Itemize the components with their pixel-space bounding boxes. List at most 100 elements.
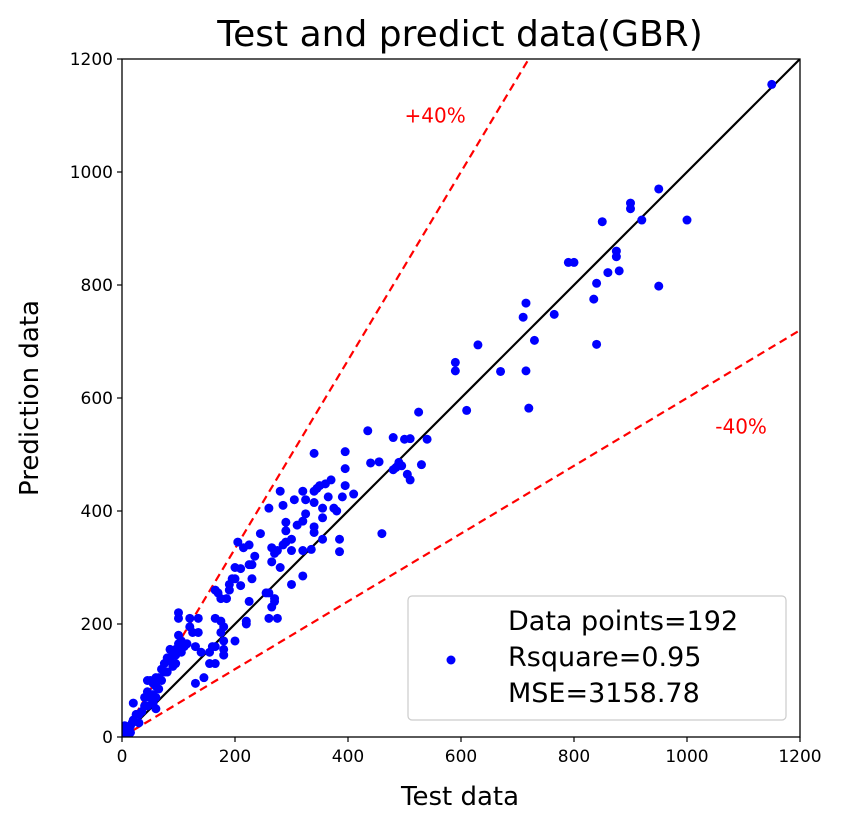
data-point [614, 266, 624, 276]
data-point [592, 339, 602, 349]
data-point [230, 636, 240, 646]
data-point [318, 503, 328, 513]
data-point [278, 540, 288, 550]
data-point [219, 636, 229, 646]
data-point [140, 692, 150, 702]
y-tick-label: 0 [102, 728, 113, 748]
data-point [174, 613, 183, 623]
data-point [377, 529, 387, 539]
legend-line-rsquare: Rsquare=0.95 [508, 642, 701, 673]
data-point [309, 527, 319, 537]
data-point [309, 486, 319, 496]
data-point [281, 526, 291, 536]
data-point [518, 312, 528, 322]
x-tick-label: 800 [558, 747, 590, 767]
data-point [349, 489, 359, 499]
data-point [337, 492, 347, 502]
data-point [287, 546, 296, 556]
data-point [496, 366, 506, 376]
data-point [301, 495, 311, 505]
chart-title: Test and predict data(GBR) [216, 14, 703, 55]
data-point [318, 534, 328, 544]
data-point [185, 622, 195, 632]
y-axis-ticks: 0 200 400 600 800 1000 1200 [70, 50, 122, 748]
data-point [374, 457, 384, 467]
y-tick-label: 1000 [70, 163, 113, 183]
data-point [238, 543, 248, 553]
data-point [309, 448, 319, 458]
data-point [278, 500, 288, 510]
data-point [196, 647, 206, 657]
lower-40-line [122, 329, 800, 737]
data-point [521, 366, 531, 376]
x-axis-ticks: 0 200 400 600 800 1000 1200 [117, 737, 822, 767]
data-point [597, 217, 607, 227]
data-point [250, 551, 260, 561]
data-point [267, 543, 277, 553]
data-point [603, 268, 613, 278]
data-point [335, 534, 345, 544]
data-point [335, 547, 345, 557]
data-point [219, 650, 229, 660]
data-point [626, 204, 635, 214]
y-tick-label: 600 [81, 389, 113, 409]
data-point [589, 294, 599, 304]
data-point [233, 537, 243, 547]
legend-marker [446, 655, 456, 665]
data-point [524, 403, 534, 413]
data-point [654, 281, 664, 291]
data-point [281, 517, 291, 527]
annotation-plus-40: +40% [405, 104, 466, 128]
legend-line-mse: MSE=3158.78 [508, 678, 700, 709]
x-axis-label: Test data [400, 782, 519, 812]
data-point [157, 664, 167, 674]
identity-line [122, 59, 800, 737]
data-point [272, 613, 282, 623]
plot-area: +40% -40% [121, 58, 801, 738]
data-point [124, 730, 134, 737]
x-tick-label: 400 [332, 747, 364, 767]
data-point [298, 571, 308, 581]
data-point [244, 560, 254, 570]
data-point [318, 513, 328, 523]
data-point [462, 405, 472, 415]
data-point [422, 434, 432, 444]
data-point [450, 366, 460, 376]
data-point [224, 585, 234, 595]
data-point [682, 215, 692, 225]
data-point [402, 469, 412, 479]
data-point [261, 588, 271, 598]
legend-box [407, 595, 787, 721]
data-point [414, 407, 424, 417]
data-point [142, 676, 152, 685]
data-point [340, 481, 350, 491]
data-point [529, 335, 539, 345]
data-point [654, 184, 664, 194]
data-point [298, 546, 308, 556]
data-point [210, 613, 220, 623]
data-point [275, 486, 285, 496]
x-tick-label: 600 [445, 747, 477, 767]
x-tick-label: 1200 [778, 747, 821, 767]
data-point [193, 613, 203, 623]
x-tick-label: 0 [117, 747, 128, 767]
data-point [329, 503, 339, 513]
data-point [340, 464, 350, 474]
data-point [241, 619, 251, 629]
data-point [190, 642, 200, 652]
data-point [473, 340, 483, 350]
data-point [264, 503, 274, 513]
y-tick-label: 400 [81, 502, 113, 522]
data-point [185, 613, 195, 623]
legend-line-data-points: Data points=192 [508, 606, 738, 637]
data-point [592, 278, 602, 288]
data-point [190, 678, 200, 688]
data-point [306, 544, 316, 554]
data-point [292, 520, 302, 530]
y-tick-label: 200 [81, 615, 113, 635]
data-point [309, 498, 319, 508]
data-point [549, 309, 559, 319]
data-point [174, 630, 183, 640]
data-point [216, 627, 226, 637]
x-tick-label: 1000 [665, 747, 708, 767]
